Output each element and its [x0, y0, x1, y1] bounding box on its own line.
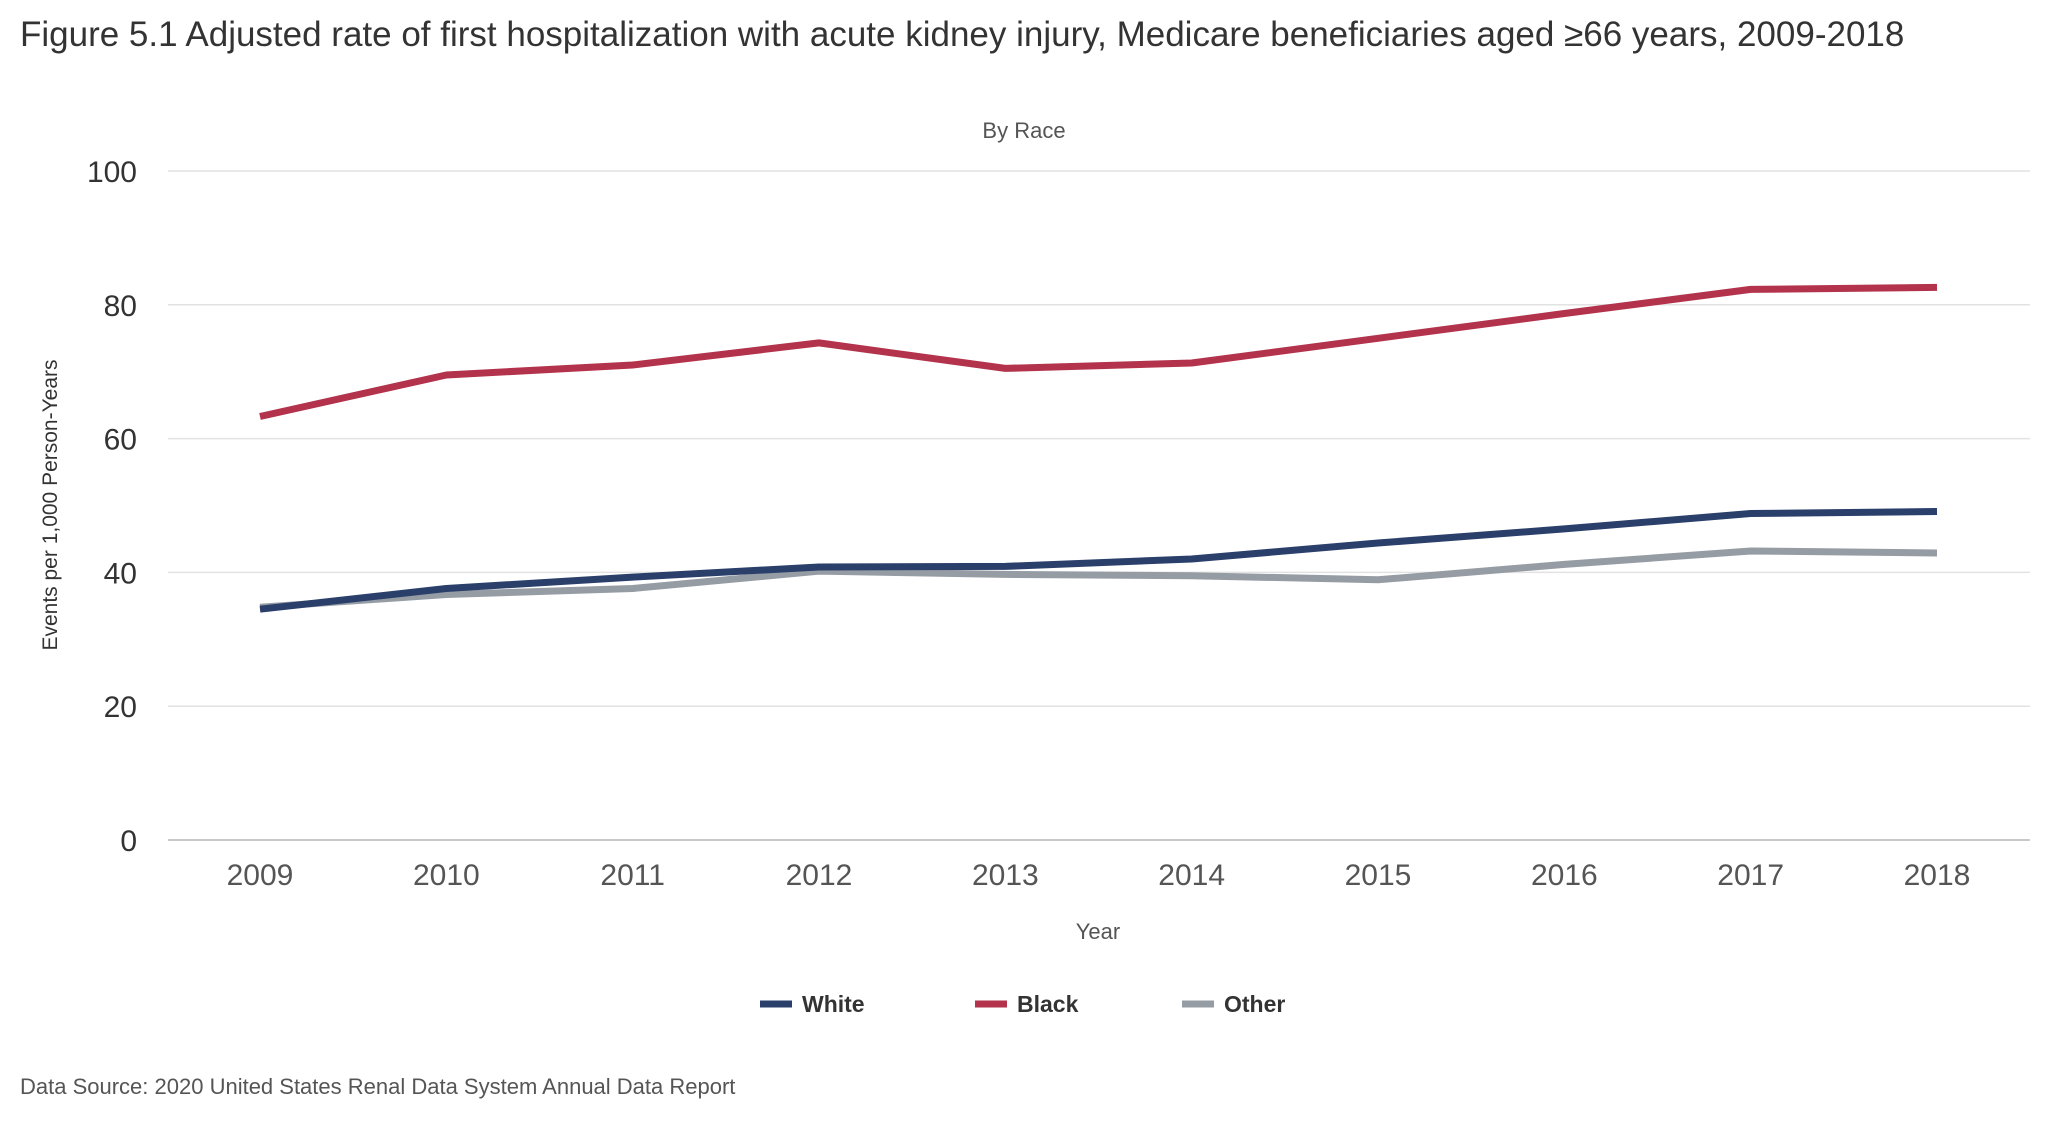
x-tick-label: 2018 [1904, 859, 1971, 892]
x-tick-label: 2011 [600, 859, 665, 892]
y-tick-label: 60 [104, 424, 137, 457]
x-axis-label: Year [1076, 919, 1120, 944]
y-tick-label: 0 [120, 825, 137, 858]
x-tick-label: 2012 [786, 859, 853, 892]
y-tick-label: 20 [104, 691, 137, 724]
x-tick-label: 2014 [1158, 859, 1225, 892]
legend-item-black[interactable]: Black [975, 991, 1079, 1017]
y-tick-label: 40 [104, 557, 137, 590]
x-tick-label: 2010 [413, 859, 480, 892]
y-tick-label: 80 [104, 290, 137, 323]
grid-lines [168, 170, 2030, 841]
y-axis-label: Events per 1,000 Person-Years [39, 359, 62, 650]
series-line-other [259, 547, 1938, 611]
x-tick-label: 2015 [1345, 859, 1412, 892]
legend-label: White [802, 991, 865, 1017]
series-lines [259, 283, 1938, 613]
figure-title: Figure 5.1 Adjusted rate of first hospit… [20, 15, 1905, 54]
x-tick-label: 2016 [1531, 859, 1598, 892]
data-source-note: Data Source: 2020 United States Renal Da… [20, 1074, 736, 1099]
x-tick-label: 2017 [1717, 859, 1784, 892]
series-line-black [259, 283, 1938, 420]
x-tick-label: 2009 [227, 859, 294, 892]
legend-label: Other [1224, 991, 1285, 1017]
legend-label: Black [1017, 991, 1079, 1017]
legend-item-white[interactable]: White [760, 991, 865, 1017]
chart-subtitle: By Race [982, 118, 1065, 143]
legend: White Black Other [760, 991, 1285, 1017]
x-tick-label: 2013 [972, 859, 1039, 892]
y-axis-ticks: 0 20 40 60 80 100 [87, 156, 137, 858]
series-line-white [259, 508, 1938, 613]
legend-item-other[interactable]: Other [1182, 991, 1285, 1017]
x-axis-ticks: 2009 2010 2011 2012 2013 2014 2015 2016 2017 2018 [227, 859, 1971, 892]
y-tick-label: 100 [87, 156, 137, 189]
